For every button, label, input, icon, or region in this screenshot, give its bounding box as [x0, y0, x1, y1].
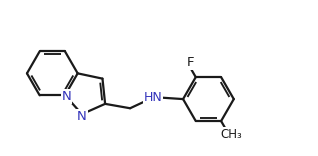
- Text: F: F: [187, 56, 194, 69]
- Text: CH₃: CH₃: [220, 128, 242, 141]
- Text: HN: HN: [144, 91, 162, 104]
- Text: N: N: [62, 90, 72, 103]
- Text: N: N: [77, 110, 87, 123]
